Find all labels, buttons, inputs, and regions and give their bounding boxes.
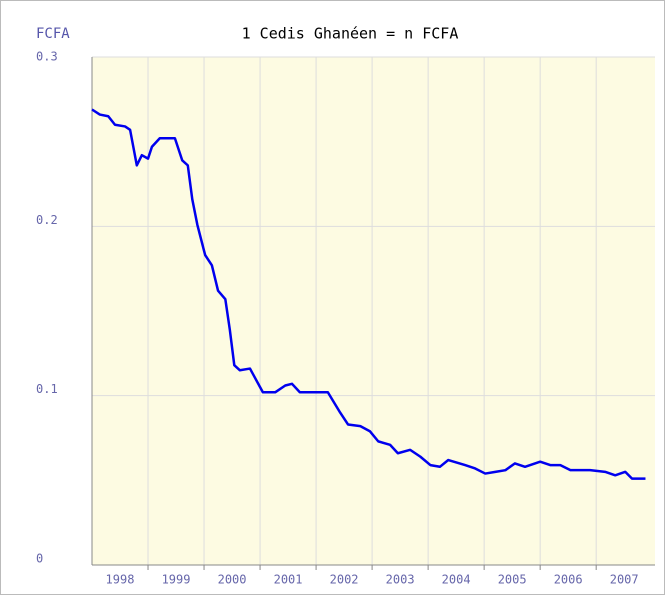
x-tick-label: 2006 <box>554 573 583 587</box>
x-tick-label: 2002 <box>330 573 359 587</box>
x-tick-label: 2003 <box>386 573 415 587</box>
x-tick-label: 2004 <box>442 573 471 587</box>
y-tick-label: 0 <box>36 552 43 566</box>
x-tick-label: 2005 <box>498 573 527 587</box>
x-tick-label: 2001 <box>274 573 303 587</box>
chart-title: 1 Cedis Ghanéen = n FCFA <box>242 25 459 43</box>
plot-area <box>92 57 655 565</box>
y-tick-label: 0.2 <box>36 213 58 227</box>
line <box>91 108 646 480</box>
y-tick-label: 0.3 <box>36 50 58 64</box>
x-tick-label: 2007 <box>610 573 639 587</box>
y-tick-label: 0.1 <box>36 382 58 396</box>
y-axis-label: FCFA <box>36 26 70 42</box>
x-tick-label: 2000 <box>218 573 247 587</box>
x-tick-label: 1998 <box>106 573 135 587</box>
x-tick-label: 1999 <box>162 573 191 587</box>
